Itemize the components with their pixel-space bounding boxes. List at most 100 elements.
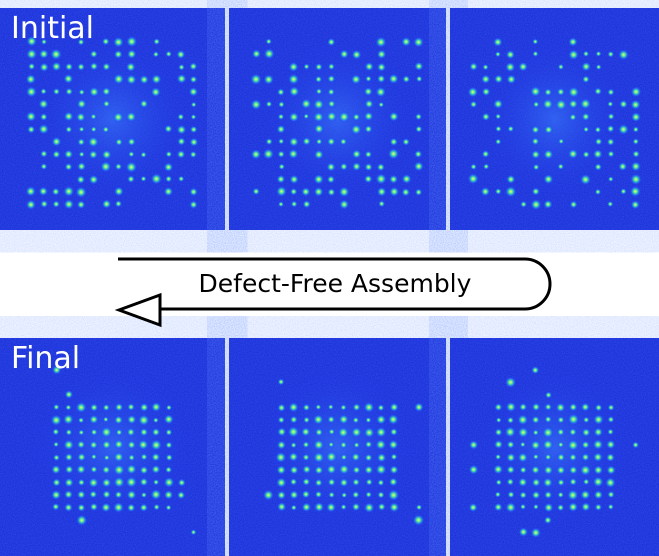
atom xyxy=(164,124,173,133)
atom xyxy=(531,137,539,145)
atom xyxy=(127,137,136,146)
atom xyxy=(39,62,49,72)
atom xyxy=(543,477,553,487)
atom xyxy=(593,452,603,462)
atom xyxy=(89,150,98,159)
atom xyxy=(544,125,553,134)
atom xyxy=(494,440,504,450)
atom xyxy=(607,201,613,207)
atom xyxy=(302,453,310,461)
atom xyxy=(557,428,565,436)
panel-haze xyxy=(27,35,198,204)
atom xyxy=(277,378,284,385)
atom xyxy=(65,126,72,133)
atom xyxy=(496,417,502,423)
atom xyxy=(77,63,85,71)
atom xyxy=(607,150,614,157)
atom xyxy=(313,414,324,425)
atom xyxy=(327,188,335,196)
atom xyxy=(266,101,273,108)
atom xyxy=(507,416,515,424)
atom xyxy=(519,403,527,411)
atom xyxy=(558,138,564,144)
atom xyxy=(532,403,541,412)
atom xyxy=(113,464,125,476)
atom xyxy=(390,428,398,436)
atom xyxy=(415,113,422,120)
atom xyxy=(164,162,174,172)
atom xyxy=(338,111,350,123)
atom xyxy=(139,503,148,512)
atom xyxy=(389,111,399,121)
atom xyxy=(364,465,374,475)
atom xyxy=(595,189,602,196)
atom xyxy=(77,503,86,512)
atom xyxy=(533,454,539,460)
atom xyxy=(50,48,62,60)
atom xyxy=(165,175,172,182)
atom xyxy=(388,489,400,501)
atom xyxy=(505,376,517,388)
atom xyxy=(327,175,336,184)
atom xyxy=(315,404,321,410)
atom xyxy=(78,417,85,424)
atom xyxy=(583,478,590,485)
atom xyxy=(128,454,135,461)
atom xyxy=(90,113,97,120)
atom xyxy=(582,428,591,437)
atom xyxy=(302,465,311,474)
atom xyxy=(595,404,603,412)
atom xyxy=(402,75,410,83)
atom xyxy=(316,138,323,145)
atom xyxy=(102,465,111,474)
atom xyxy=(544,491,553,500)
atom xyxy=(65,88,73,96)
atom xyxy=(102,37,110,45)
atom xyxy=(365,75,372,82)
atom xyxy=(581,502,591,512)
atom xyxy=(138,414,150,426)
atom xyxy=(113,37,124,48)
atom xyxy=(90,126,97,133)
atom xyxy=(277,502,287,512)
atom xyxy=(102,126,109,133)
atom xyxy=(544,516,552,524)
atom xyxy=(632,126,639,133)
atom xyxy=(64,503,73,512)
atom xyxy=(340,441,348,449)
atom xyxy=(518,477,528,487)
atom xyxy=(468,464,478,474)
atom xyxy=(150,439,162,451)
atom xyxy=(177,491,186,500)
atom xyxy=(530,440,541,451)
atom xyxy=(165,441,173,449)
atom xyxy=(127,175,135,183)
atom xyxy=(582,151,590,159)
atom xyxy=(377,503,385,511)
atom xyxy=(63,414,74,425)
atom xyxy=(377,404,384,411)
atom xyxy=(278,138,284,144)
atom xyxy=(555,402,565,412)
atom xyxy=(389,477,398,486)
atom xyxy=(607,428,614,435)
atom xyxy=(595,503,603,511)
atom xyxy=(51,61,61,71)
atom xyxy=(276,125,285,134)
atom xyxy=(608,176,614,182)
atom xyxy=(605,477,616,488)
atom xyxy=(39,49,49,59)
atom xyxy=(557,491,564,498)
atom xyxy=(557,479,565,487)
atom xyxy=(150,173,162,185)
atom xyxy=(593,476,604,487)
atom xyxy=(558,64,564,70)
atom xyxy=(632,138,639,145)
atom xyxy=(165,151,172,158)
atom xyxy=(505,186,517,198)
atom xyxy=(76,112,86,122)
atom xyxy=(90,428,97,435)
atom xyxy=(592,439,603,450)
atom xyxy=(532,429,539,436)
atom xyxy=(618,49,629,60)
